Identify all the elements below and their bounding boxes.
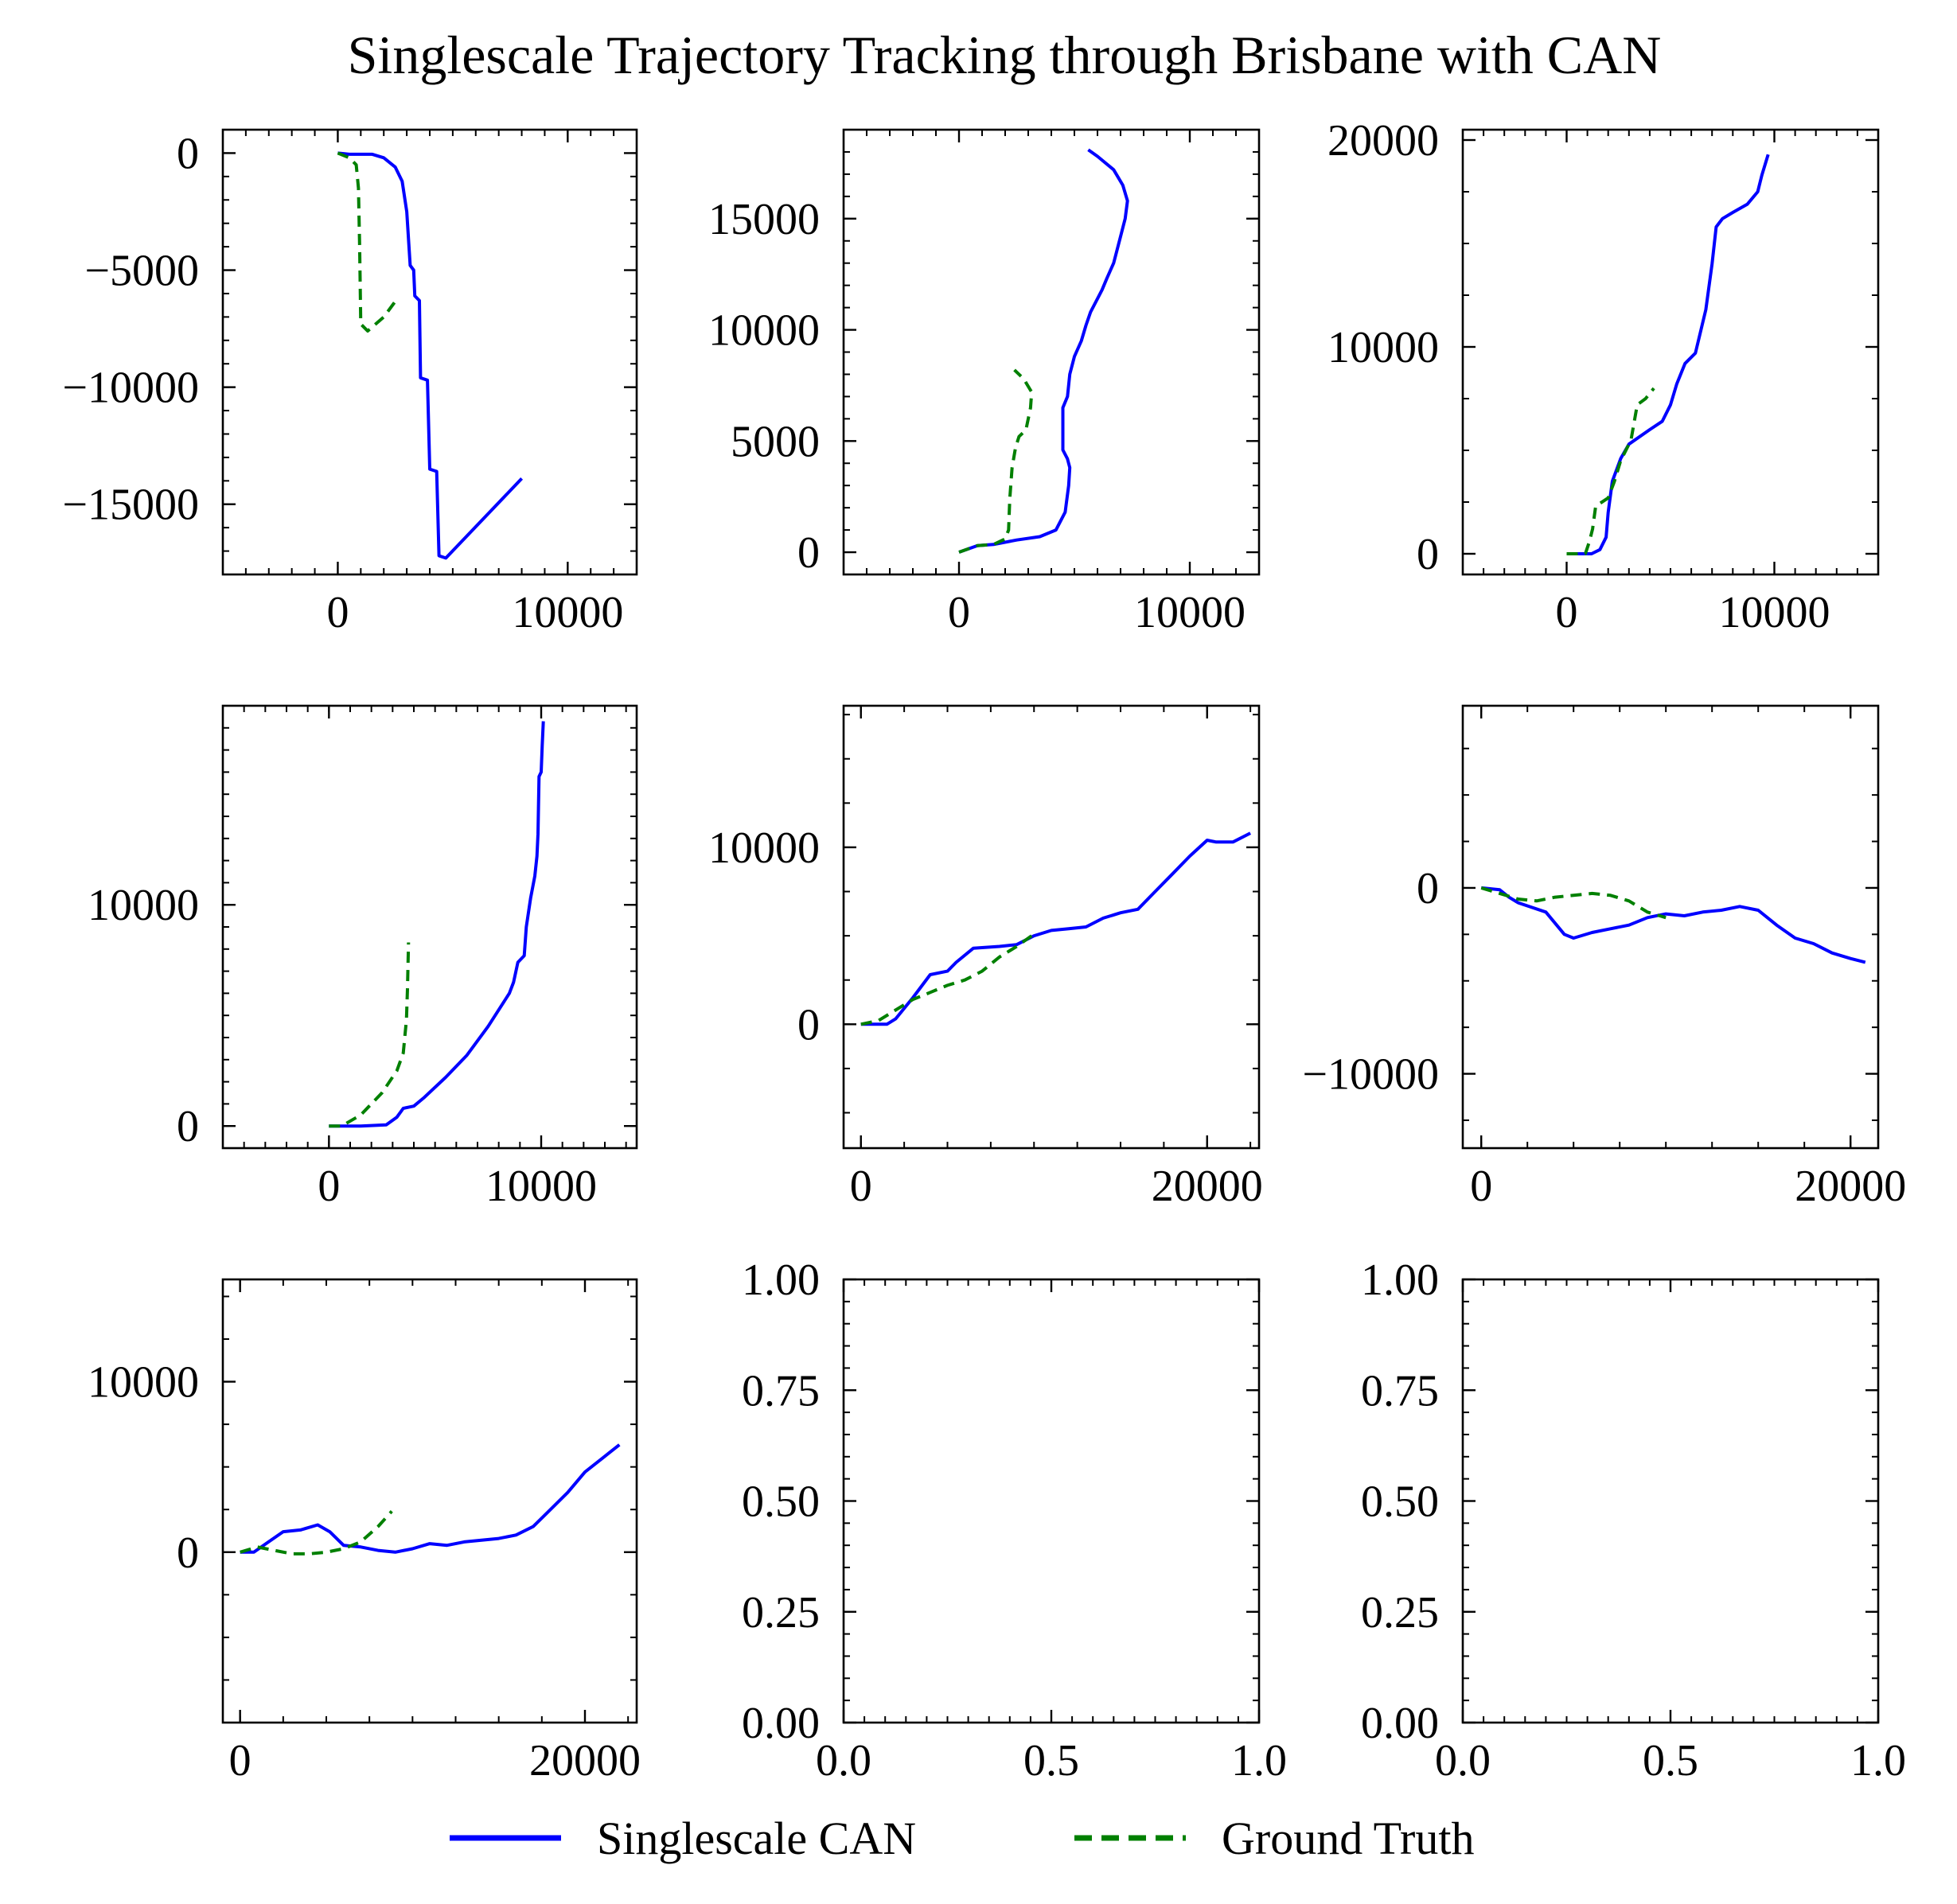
x-tick-label: 1.0 <box>1850 1736 1906 1785</box>
axes-frame <box>842 1278 1261 1724</box>
ground-truth-line-7 <box>240 1510 393 1556</box>
y-tick-label: 0.00 <box>742 1699 820 1748</box>
x-tick-label: 0 <box>318 1162 340 1211</box>
subplot-2: 0 10000 0 5000 10000 15000 <box>708 128 1261 637</box>
singlescale-can-line-5 <box>860 831 1252 1026</box>
subplot-3: 0 10000 0 10000 20000 <box>1327 116 1880 637</box>
x-tick-label: 20000 <box>1795 1162 1906 1211</box>
subplot-7: 0 20000 0 10000 <box>88 1278 641 1785</box>
subplot-6: 0 20000 0 −10000 <box>1302 704 1906 1211</box>
subplot-8: 0.0 0.5 1.0 0.00 0.25 0.50 0.75 1.00 <box>742 1256 1287 1785</box>
x-tick-label: 20000 <box>529 1736 641 1785</box>
axes-frame <box>842 128 1261 576</box>
ground-truth-line-1 <box>337 151 400 333</box>
figure-title: Singlescale Trajectory Tracking through … <box>348 25 1662 85</box>
singlescale-can-line-1 <box>337 151 524 560</box>
x-tick-label: 1.0 <box>1231 1736 1287 1785</box>
y-tick-label: −10000 <box>1302 1050 1439 1100</box>
x-tick-label: 0.0 <box>1435 1736 1491 1785</box>
y-tick-label: 0.00 <box>1361 1699 1439 1748</box>
x-tick-label: 0.5 <box>1023 1736 1079 1785</box>
x-tick-label: 10000 <box>1719 588 1830 637</box>
ground-truth-line-5 <box>860 933 1035 1026</box>
y-tick-label: 1.00 <box>742 1256 820 1305</box>
y-tick-label: 0.75 <box>1361 1366 1439 1415</box>
legend: Singlescale CAN Ground Truth <box>450 1812 1474 1864</box>
x-tick-label: 0 <box>850 1162 872 1211</box>
y-tick-label: 10000 <box>708 824 820 873</box>
subplot-1: 0 10000 0 −5000 −10000 −15000 <box>62 128 638 637</box>
y-tick-label: 5000 <box>731 417 820 466</box>
y-tick-label: 0.50 <box>1361 1478 1439 1527</box>
subplot-4: 0 10000 0 10000 <box>88 704 638 1211</box>
subplot-grid: 0 10000 0 −5000 −10000 −15000 0 10000 0 5000 10000… <box>62 116 1906 1785</box>
y-tick-label: 0.25 <box>742 1588 820 1637</box>
singlescale-can-line-2 <box>958 148 1129 554</box>
x-tick-label: 0 <box>948 588 970 637</box>
singlescale-can-line-6 <box>1480 886 1866 964</box>
axes-frame <box>1461 704 1880 1150</box>
y-tick-label: −10000 <box>62 364 199 413</box>
x-tick-label: 0 <box>326 588 349 637</box>
y-tick-label: 15000 <box>708 195 820 244</box>
x-tick-label: 0 <box>1556 588 1578 637</box>
x-tick-label: 10000 <box>485 1162 597 1211</box>
singlescale-can-line-3 <box>1566 154 1770 555</box>
y-tick-label: 0.25 <box>1361 1588 1439 1637</box>
subplot-9: 0.0 0.5 1.0 0.00 0.25 0.50 0.75 1.00 <box>1361 1256 1906 1785</box>
y-tick-label: 0 <box>797 1000 820 1049</box>
y-tick-label: 0 <box>1417 864 1439 913</box>
axes-frame <box>842 704 1261 1150</box>
singlescale-can-line-7 <box>240 1443 621 1554</box>
y-tick-label: −5000 <box>84 247 199 296</box>
legend-label-ground-truth: Ground Truth <box>1222 1812 1474 1864</box>
y-tick-label: 0 <box>177 1528 199 1578</box>
axes-frame <box>1461 128 1880 576</box>
ground-truth-line-4 <box>329 942 411 1128</box>
x-tick-label: 20000 <box>1152 1162 1263 1211</box>
ground-truth-line-3 <box>1566 387 1655 555</box>
y-tick-label: 0 <box>797 528 820 578</box>
y-tick-label: 0.75 <box>742 1366 820 1415</box>
legend-label-can: Singlescale CAN <box>597 1812 916 1864</box>
y-tick-label: 1.00 <box>1361 1256 1439 1305</box>
singlescale-can-line-4 <box>329 721 545 1128</box>
y-tick-label: 0 <box>177 129 199 178</box>
axes-frame <box>221 128 638 576</box>
y-tick-label: 10000 <box>1327 323 1439 372</box>
x-tick-label: 0 <box>229 1736 251 1785</box>
ground-truth-line-2 <box>958 368 1034 554</box>
x-tick-label: 0.5 <box>1643 1736 1698 1785</box>
y-tick-label: 10000 <box>88 1358 199 1408</box>
x-tick-label: 10000 <box>1134 588 1246 637</box>
axes-frame <box>221 704 638 1150</box>
axes-frame <box>221 1278 638 1724</box>
x-tick-label: 10000 <box>512 588 623 637</box>
subplot-5: 0 20000 0 10000 <box>708 704 1263 1211</box>
axes-frame <box>1461 1278 1880 1724</box>
y-tick-label: 20000 <box>1327 116 1439 165</box>
y-tick-label: 0.50 <box>742 1478 820 1527</box>
y-tick-label: 10000 <box>88 881 199 930</box>
y-tick-label: 0 <box>1417 530 1439 579</box>
y-tick-label: 0 <box>177 1102 199 1151</box>
x-tick-label: 0.0 <box>816 1736 871 1785</box>
ground-truth-line-6 <box>1480 886 1667 920</box>
y-tick-label: 10000 <box>708 306 820 356</box>
y-tick-label: −15000 <box>62 481 199 530</box>
x-tick-label: 0 <box>1470 1162 1492 1211</box>
